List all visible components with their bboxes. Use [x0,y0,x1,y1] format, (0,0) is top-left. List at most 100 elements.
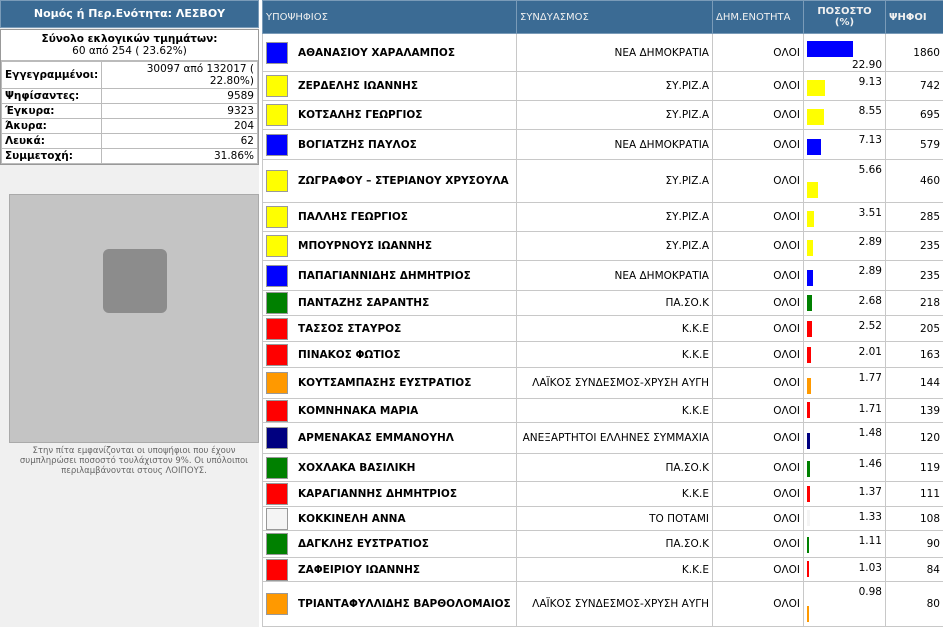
unit: ΟΛΟΙ [712,506,804,531]
votes: 235 [885,260,943,291]
candidate-name: ΠΑΠΑΓΙΑΝΝΙΔΗΣ ΔΗΜΗΤΡΙΟΣ [298,269,471,282]
header-row: ΥΠΟΨΗΦΙΟΣ ΣΥΝΔΥΑΣΜΟΣ ΔΗΜ.ΕΝΟΤΗΤΑ ΠΟΣΟΣΤΟ (%… [262,0,943,34]
result-row: ΧΟΧΛΑΚΑ ΒΑΣΙΛΙΚΗ ΠΑ.ΣΟ.Κ ΟΛΟΙ 1.46 119 [262,453,943,482]
result-row: ΠΙΝΑΚΟΣ ΦΩΤΙΟΣ Κ.Κ.Ε ΟΛΟΙ 2.01 163 [262,341,943,368]
result-row: ΚΟΜΝΗΝΑΚΑ ΜΑΡΙΑ Κ.Κ.Ε ΟΛΟΙ 1.71 139 [262,398,943,423]
result-row: ΑΘΑΝΑΣΙΟΥ ΧΑΡΑΛΑΜΠΟΣ ΝΕΑ ΔΗΜΟΚΡΑΤΙΑ ΟΛΟΙ 22… [262,33,943,72]
percent-value: 1.33 [858,511,882,523]
party-logo [266,507,288,530]
votes: 1860 [885,33,943,72]
votes: 460 [885,159,943,203]
votes: 139 [885,398,943,423]
percent-cell: 1.03 [803,557,886,582]
percent-bar [807,109,825,125]
stat-value: 9589 [101,88,258,104]
unit: ΟΛΟΙ [712,129,804,160]
candidate-cell: ΜΠΟΥΡΝΟΥΣ ΙΩΑΝΝΗΣ [262,231,517,261]
party-logo [266,427,288,449]
plugin-icon [103,249,167,313]
party: ΣΥ.ΡΙΖ.Α [516,100,713,130]
percent-value: 3.51 [858,207,882,219]
result-row: ΔΑΓΚΛΗΣ ΕΥΣΤΡΑΤΙΟΣ ΠΑ.ΣΟ.Κ ΟΛΟΙ 1.11 90 [262,530,943,558]
votes: 90 [885,530,943,558]
column-header: ΥΠΟΨΗΦΙΟΣ [262,0,517,34]
column-header: ΨΗΦΟΙ [885,0,943,34]
votes: 120 [885,422,943,454]
unit: ΟΛΟΙ [712,453,804,482]
stat-label: Ψηφίσαντες: [0,88,103,104]
unit: ΟΛΟΙ [712,581,804,627]
percent-bar [807,139,822,155]
party-logo [266,264,288,287]
candidate-cell: ΠΙΝΑΚΟΣ ΦΩΤΙΟΣ [262,341,517,368]
result-row: ΚΟΤΣΑΛΗΣ ΓΕΩΡΓΙΟΣ ΣΥ.ΡΙΖ.Α ΟΛΟΙ 8.55 695 [262,100,943,130]
party: ΠΑ.ΣΟ.Κ [516,453,713,482]
stat-row: Έγκυρα: 9323 [0,103,258,119]
plugin-box [9,194,259,443]
stat-row: Εγγεγραμμένοι: 30097 από 132017 ( 22.80%) [0,61,258,89]
percent-value: 1.48 [858,427,882,439]
unit: ΟΛΟΙ [712,231,804,261]
party: ΑΝΕΞΑΡΤΗΤΟΙ ΕΛΛΗΝΕΣ ΣΥΜΜΑΧΙΑ [516,422,713,454]
percent-bar [807,510,810,526]
party: ΛΑΪΚΟΣ ΣΥΝΔΕΣΜΟΣ-ΧΡΥΣΗ ΑΥΓΗ [516,367,713,399]
candidate-cell: ΧΟΧΛΑΚΑ ΒΑΣΙΛΙΚΗ [262,453,517,482]
party-logo [266,593,288,615]
percent-cell: 2.52 [803,315,886,342]
unit: ΟΛΟΙ [712,159,804,203]
party: Κ.Κ.Ε [516,481,713,507]
result-row: ΠΑΛΛΗΣ ΓΕΩΡΓΙΟΣ ΣΥ.ΡΙΖ.Α ΟΛΟΙ 3.51 285 [262,202,943,232]
stat-label: Εγγεγραμμένοι: [0,61,103,89]
candidate-name: ΖΩΓΡΑΦΟΥ – ΣΤΕΡΙΑΝΟΥ ΧΡΥΣΟΥΛΑ [298,175,509,187]
votes: 144 [885,367,943,399]
result-row: ΑΡΜΕΝΑΚΑΣ ΕΜΜΑΝΟΥΗΛ ΑΝΕΞΑΡΤΗΤΟΙ ΕΛΛΗΝΕΣ Σ… [262,422,943,454]
votes: 80 [885,581,943,627]
candidate-cell: ΑΘΑΝΑΣΙΟΥ ΧΑΡΑΛΑΜΠΟΣ [262,33,517,72]
percent-cell: 1.37 [803,481,886,507]
sections-value: 60 από 254 ( 23.62%) [72,45,187,57]
unit: ΟΛΟΙ [712,341,804,368]
candidate-cell: ΒΟΓΙΑΤΖΗΣ ΠΑΥΛΟΣ [262,129,517,160]
candidate-name: ΑΡΜΕΝΑΚΑΣ ΕΜΜΑΝΟΥΗΛ [298,432,454,444]
unit: ΟΛΟΙ [712,481,804,507]
candidate-name: ΠΑΝΤΑΖΗΣ ΣΑΡΑΝΤΗΣ [298,297,430,309]
percent-value: 9.13 [858,76,882,88]
votes: 285 [885,202,943,232]
candidate-name: ΖΕΡΔΕΛΗΣ ΙΩΑΝΝΗΣ [298,80,419,92]
stat-row: Συμμετοχή: 31.86% [0,148,258,164]
stat-value: 62 [101,133,258,149]
unit: ΟΛΟΙ [712,71,804,101]
unit: ΟΛΟΙ [712,33,804,72]
percent-value: 2.52 [858,320,882,332]
candidate-name: ΧΟΧΛΑΚΑ ΒΑΣΙΛΙΚΗ [298,461,416,474]
party: ΝΕΑ ΔΗΜΟΚΡΑΤΙΑ [516,260,713,291]
candidate-name: ΜΠΟΥΡΝΟΥΣ ΙΩΑΝΝΗΣ [298,240,433,252]
stats-table: Εγγεγραμμένοι: 30097 από 132017 ( 22.80%)… [0,61,258,164]
candidate-name: ΤΡΙΑΝΤΑΦΥΛΛΙΔΗΣ ΒΑΡΘΟΛΟΜΑΙΟΣ [298,598,511,610]
votes: 108 [885,506,943,531]
percent-cell: 22.90 [803,33,886,72]
percent-bar [807,486,810,502]
percent-value: 1.03 [858,562,882,574]
percent-value: 1.46 [858,458,882,470]
party-logo [266,343,288,366]
unit: ΟΛΟΙ [712,557,804,582]
percent-cell: 2.01 [803,341,886,368]
candidate-cell: ΠΑΠΑΓΙΑΝΝΙΔΗΣ ΔΗΜΗΤΡΙΟΣ [262,260,517,291]
result-row: ΚΟΥΤΣΑΜΠΑΣΗΣ ΕΥΣΤΡΑΤΙΟΣ ΛΑΪΚΟΣ ΣΥΝΔΕΣΜΟΣ-… [262,367,943,399]
percent-value: 2.89 [858,236,882,248]
stat-row: Λευκά: 62 [0,133,258,149]
party: ΛΑΪΚΟΣ ΣΥΝΔΕΣΜΟΣ-ΧΡΥΣΗ ΑΥΓΗ [516,581,713,627]
left-panel: Νομός ή Περ.Ενότητα: ΛΕΣΒΟΥ Σύνολο εκλογ… [0,0,259,627]
percent-bar [807,461,810,477]
party-logo [266,170,288,192]
candidate-name: ΚΑΡΑΓΙΑΝΝΗΣ ΔΗΜΗΤΡΙΟΣ [298,488,458,500]
candidate-name: ΖΑΦΕΙΡΙΟΥ ΙΩΑΝΝΗΣ [298,563,421,576]
party-logo [266,235,288,257]
candidate-cell: ΠΑΛΛΗΣ ΓΕΩΡΓΙΟΣ [262,202,517,232]
stat-row: Άκυρα: 204 [0,118,258,134]
percent-bar [807,378,811,394]
stat-label: Λευκά: [0,133,103,149]
votes: 235 [885,231,943,261]
unit: ΟΛΟΙ [712,202,804,232]
